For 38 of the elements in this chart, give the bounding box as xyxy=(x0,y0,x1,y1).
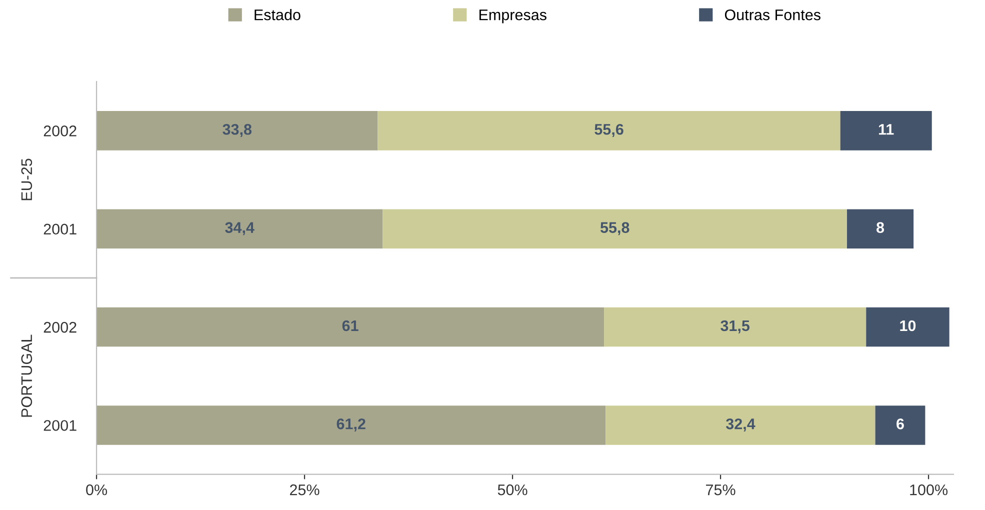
data-label: 55,6 xyxy=(594,124,624,138)
bar xyxy=(875,406,926,445)
bar xyxy=(96,307,604,347)
y-tick-label: 2001 xyxy=(44,224,76,235)
data-label: 33,8 xyxy=(222,124,252,138)
data-label: 31,5 xyxy=(720,320,750,334)
bar xyxy=(382,209,847,248)
bar xyxy=(866,307,950,347)
bar xyxy=(96,111,378,150)
x-tick-label: 100% xyxy=(910,484,948,496)
data-label: 61 xyxy=(342,320,358,332)
x-tick-label: 50% xyxy=(498,484,528,496)
bar xyxy=(378,111,840,150)
bar xyxy=(96,209,383,248)
legend-label: Outras Fontes xyxy=(724,9,820,20)
x-tick-label: 75% xyxy=(706,484,736,496)
data-label: 11 xyxy=(878,124,894,135)
bar xyxy=(606,406,876,445)
data-label: 6 xyxy=(896,418,904,430)
bar xyxy=(604,307,866,347)
data-label: 32,4 xyxy=(726,418,756,432)
legend-label: Estado xyxy=(254,9,300,20)
data-label: 10 xyxy=(900,320,916,332)
x-tick-label: 0% xyxy=(86,484,108,496)
y-tick-label: 2001 xyxy=(44,420,76,431)
bar xyxy=(840,111,932,150)
text: EU-25 xyxy=(21,158,32,200)
y-tick-label: 2002 xyxy=(44,322,76,333)
bar xyxy=(846,209,914,248)
data-label: 55,8 xyxy=(600,222,630,236)
data-label: 61,2 xyxy=(336,418,366,432)
x-tick-label: 25% xyxy=(290,484,320,496)
y-tick-label: 2002 xyxy=(44,126,76,136)
text: PORTUGAL xyxy=(21,334,32,417)
data-label: 8 xyxy=(876,222,884,233)
legend-label: Empresas xyxy=(479,10,546,24)
bar xyxy=(96,406,606,445)
data-label: 34,4 xyxy=(225,222,254,236)
